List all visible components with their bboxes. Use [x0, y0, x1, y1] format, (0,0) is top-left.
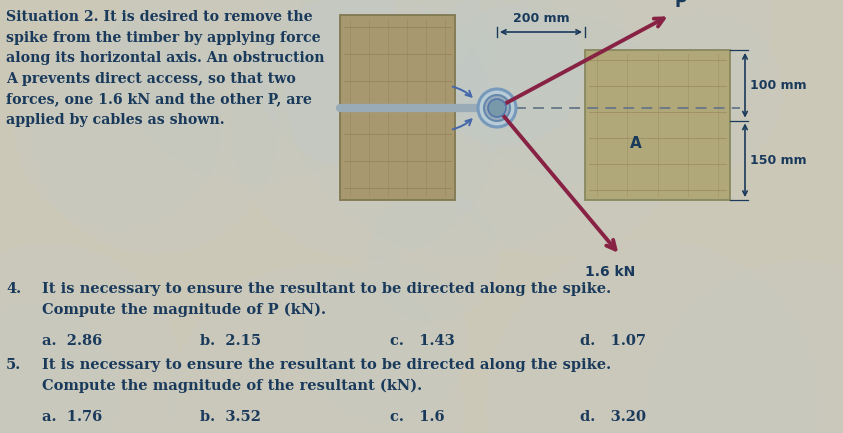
Circle shape [478, 89, 516, 127]
Text: c.   1.43: c. 1.43 [390, 334, 454, 348]
Text: d.   3.20: d. 3.20 [580, 410, 646, 424]
Circle shape [32, 9, 277, 255]
Text: It is necessary to ensure the resultant to be directed along the spike.
Compute : It is necessary to ensure the resultant … [42, 358, 611, 393]
Text: Situation 2. It is desired to remove the
spike from the timber by applying force: Situation 2. It is desired to remove the… [6, 10, 325, 127]
Text: 200 mm: 200 mm [513, 12, 569, 25]
Text: a.  2.86: a. 2.86 [42, 334, 102, 348]
Text: 150 mm: 150 mm [750, 154, 807, 167]
Circle shape [115, 0, 399, 184]
Circle shape [620, 10, 783, 174]
Circle shape [300, 256, 469, 424]
Text: 5.: 5. [6, 358, 21, 372]
Text: c.   1.6: c. 1.6 [390, 410, 444, 424]
Circle shape [488, 99, 506, 117]
Circle shape [436, 13, 681, 257]
Text: d.   1.07: d. 1.07 [580, 334, 646, 348]
Bar [585, 50, 730, 200]
Circle shape [484, 95, 510, 121]
Circle shape [368, 191, 499, 322]
Circle shape [643, 261, 843, 433]
Bar [340, 15, 455, 200]
Circle shape [426, 0, 583, 146]
Circle shape [231, 0, 497, 259]
Circle shape [251, 0, 491, 172]
Text: A: A [630, 136, 642, 151]
Circle shape [13, 23, 222, 230]
Circle shape [486, 239, 821, 433]
Text: b.  3.52: b. 3.52 [200, 410, 261, 424]
Circle shape [421, 0, 773, 185]
Text: P: P [675, 0, 687, 11]
Circle shape [444, 6, 580, 142]
Circle shape [0, 243, 181, 433]
Circle shape [168, 264, 464, 433]
Text: It is necessary to ensure the resultant to be directed along the spike.
Compute : It is necessary to ensure the resultant … [42, 282, 611, 317]
Text: 4.: 4. [6, 282, 21, 296]
Circle shape [0, 303, 120, 433]
Text: 100 mm: 100 mm [750, 79, 807, 92]
Text: 1.6 kN: 1.6 kN [585, 265, 635, 279]
Text: b.  2.15: b. 2.15 [200, 334, 261, 348]
Circle shape [285, 0, 637, 256]
Text: a.  1.76: a. 1.76 [42, 410, 102, 424]
